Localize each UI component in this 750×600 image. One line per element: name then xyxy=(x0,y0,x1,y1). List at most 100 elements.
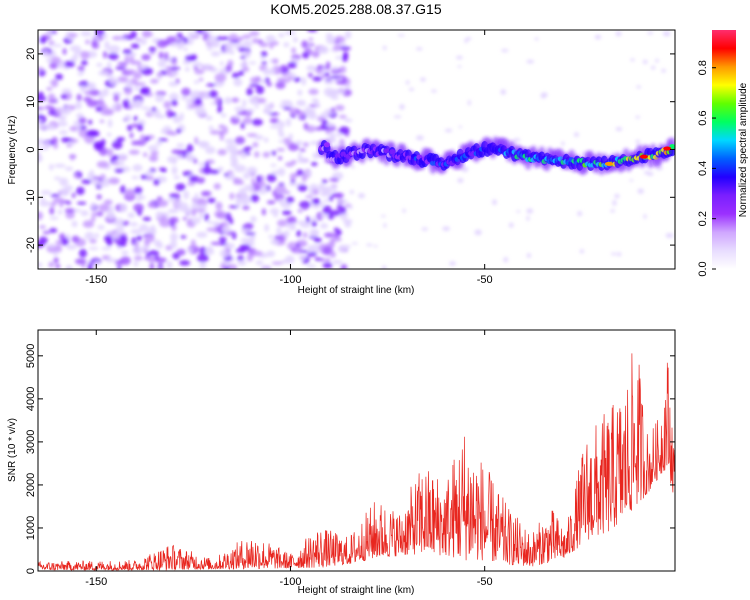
spectrogram-x-tick-label: -100 xyxy=(279,274,301,286)
noise-blob xyxy=(179,112,184,121)
noise-blob xyxy=(131,140,139,146)
noise-blob xyxy=(99,119,105,124)
noise-blob xyxy=(526,215,530,221)
noise-blob xyxy=(235,198,241,208)
noise-blob xyxy=(416,47,423,51)
noise-blob xyxy=(141,32,154,37)
noise-blob xyxy=(76,186,85,196)
snr-series-line xyxy=(38,353,675,571)
noise-blob xyxy=(282,106,292,111)
noise-blob xyxy=(193,208,206,213)
noise-blob xyxy=(297,89,303,96)
noise-blob xyxy=(293,77,301,83)
noise-blob xyxy=(230,158,239,166)
noise-blob xyxy=(76,93,82,102)
noise-blob xyxy=(136,235,142,242)
noise-blob xyxy=(71,220,78,228)
noise-blob xyxy=(319,214,330,218)
noise-blob xyxy=(318,46,329,54)
noise-blob xyxy=(149,262,155,269)
noise-blob xyxy=(95,211,104,217)
noise-blob xyxy=(655,166,663,171)
noise-blob xyxy=(261,61,268,65)
ridge-peak xyxy=(639,154,648,159)
noise-blob xyxy=(131,175,139,180)
noise-blob xyxy=(61,136,70,143)
noise-blob xyxy=(119,37,128,42)
noise-blob xyxy=(204,161,210,168)
noise-blob xyxy=(123,220,130,226)
snr-y-axis-label: SNR (10 * v/v) xyxy=(7,418,18,482)
noise-blob xyxy=(201,30,214,33)
noise-blob xyxy=(297,208,303,214)
noise-blob xyxy=(248,61,257,65)
noise-blob xyxy=(129,101,137,108)
noise-blob xyxy=(38,262,43,268)
noise-blob xyxy=(421,227,428,231)
noise-blob xyxy=(312,76,323,82)
spectrogram-y-tick-label: -10 xyxy=(25,189,37,205)
noise-blob xyxy=(249,233,256,242)
noise-blob xyxy=(38,138,45,143)
noise-blob xyxy=(38,91,44,97)
noise-blob xyxy=(272,58,279,64)
noise-blob xyxy=(188,104,200,108)
noise-blob xyxy=(186,143,194,153)
noise-blob xyxy=(615,126,623,132)
noise-blob xyxy=(636,85,642,89)
noise-blob xyxy=(50,78,59,88)
noise-blob xyxy=(73,173,80,179)
noise-blob xyxy=(306,170,312,176)
noise-blob xyxy=(324,72,330,77)
noise-blob xyxy=(219,249,230,258)
noise-blob xyxy=(183,47,188,52)
noise-blob xyxy=(312,204,321,209)
noise-blob xyxy=(58,115,67,121)
noise-blob xyxy=(38,153,42,162)
noise-blob xyxy=(106,132,112,137)
ridge-peak xyxy=(663,146,672,151)
noise-blob xyxy=(76,201,87,205)
noise-blob xyxy=(252,142,259,148)
noise-blob xyxy=(39,225,46,229)
noise-blob xyxy=(101,255,110,261)
noise-blob xyxy=(239,152,248,159)
noise-blob xyxy=(218,213,227,219)
noise-blob xyxy=(47,93,56,101)
noise-blob xyxy=(63,60,75,68)
spectrogram-x-tick-label: -150 xyxy=(85,274,107,286)
noise-blob xyxy=(167,198,178,202)
noise-blob xyxy=(350,165,355,169)
noise-blob xyxy=(252,37,260,44)
noise-blob xyxy=(221,36,230,41)
noise-blob xyxy=(306,65,317,71)
noise-blob xyxy=(90,216,96,222)
noise-blob xyxy=(176,143,185,148)
noise-blob xyxy=(307,30,318,33)
noise-blob xyxy=(320,258,325,262)
noise-blob xyxy=(309,141,321,145)
noise-blob xyxy=(265,34,276,43)
noise-blob xyxy=(299,249,309,253)
noise-blob xyxy=(140,134,145,143)
noise-blob xyxy=(209,130,221,135)
noise-blob xyxy=(156,266,165,269)
noise-blob xyxy=(198,77,204,82)
noise-blob xyxy=(573,132,579,137)
noise-blob xyxy=(71,192,76,199)
noise-blob xyxy=(307,244,313,253)
noise-blob xyxy=(120,256,131,266)
noise-blob xyxy=(612,200,617,206)
noise-blob xyxy=(237,47,250,51)
noise-blob xyxy=(393,115,402,119)
noise-blob xyxy=(260,50,268,58)
noise-blob xyxy=(38,67,44,72)
noise-blob xyxy=(261,208,267,216)
noise-blob xyxy=(271,261,283,265)
noise-blob xyxy=(130,43,140,49)
noise-blob xyxy=(323,199,329,203)
noise-blob xyxy=(467,99,471,106)
noise-blob xyxy=(661,68,666,73)
noise-blob xyxy=(329,75,341,79)
noise-blob xyxy=(248,97,259,103)
